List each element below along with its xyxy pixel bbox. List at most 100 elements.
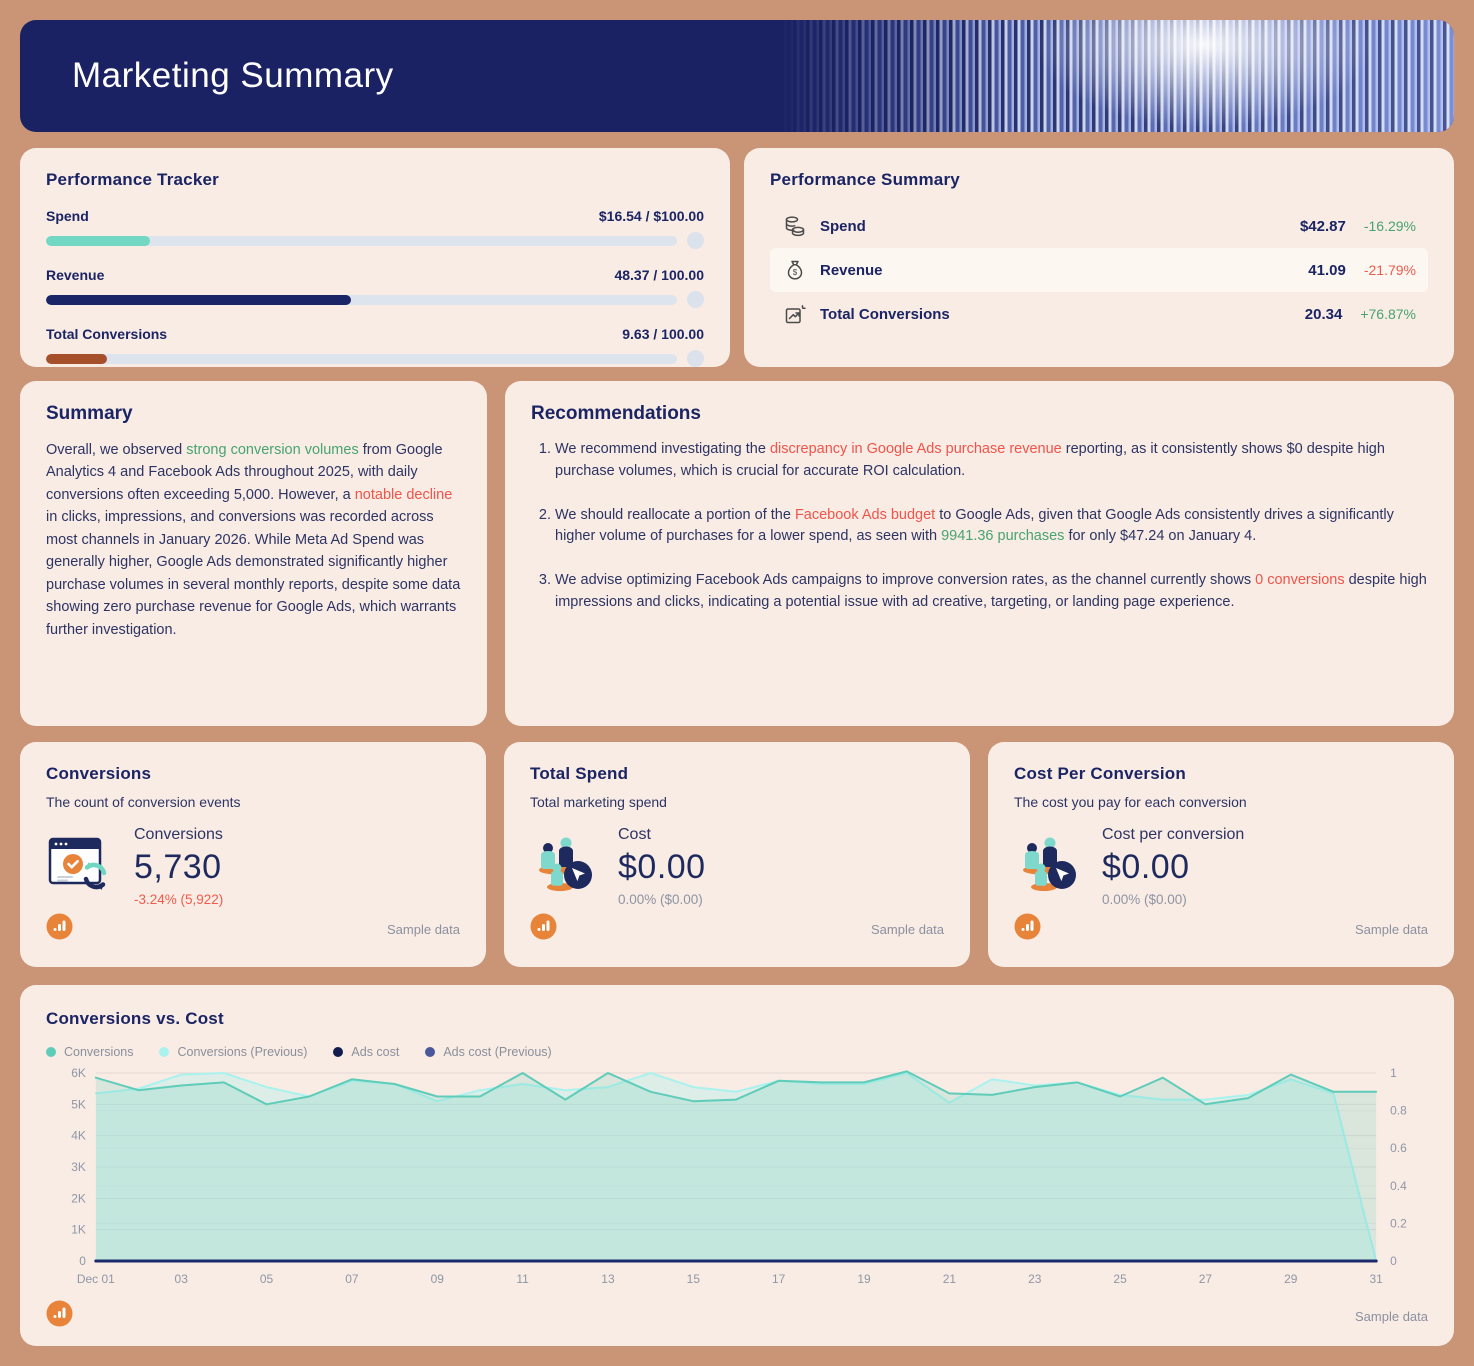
metric-value: $0.00	[1102, 848, 1190, 886]
summary-card: Summary Overall, we observed strong conv…	[20, 381, 487, 726]
sample-data-note: Sample data	[387, 921, 460, 937]
metric-subtitle: The cost you pay for each conversion	[1014, 794, 1247, 810]
svg-text:09: 09	[431, 1272, 445, 1286]
conversions-cost-chart: 0 0.2 0.4 0.6 0.8 1 0 1K 2K 3K 4K 5K 6K Dec 01 03 05 07 0…	[71, 1066, 1407, 1286]
recommendation-item: We recommend investigating the discrepan…	[555, 439, 1428, 483]
progress-knob	[687, 291, 704, 308]
conversions-cost-chart-card: Conversions vs. Cost Conversions Convers…	[20, 985, 1454, 1346]
progress-fill	[46, 294, 352, 305]
sample-data-note: Sample data	[1355, 921, 1428, 937]
page-title: Marketing Summary	[72, 56, 394, 95]
summary-row-spend: Spend $42.87 -16.29%	[770, 204, 1428, 248]
metric-title: Cost Per Conversion	[1014, 764, 1186, 783]
svg-text:29: 29	[1284, 1272, 1298, 1286]
page-header: Marketing Summary	[20, 20, 1454, 132]
chart-title: Conversions vs. Cost	[46, 1009, 224, 1028]
performance-summary-card: Performance Summary Spend $42.	[744, 148, 1454, 367]
svg-text:2K: 2K	[71, 1191, 86, 1205]
legend-dot	[46, 1047, 56, 1057]
svg-text:19: 19	[857, 1272, 871, 1286]
svg-text:0.4: 0.4	[1390, 1179, 1407, 1193]
summary-paragraph: Overall, we observed strong conversion v…	[46, 442, 461, 638]
summary-row-value: 20.34	[1304, 305, 1343, 323]
svg-text:1: 1	[1390, 1066, 1397, 1080]
legend-item-conversions-previous[interactable]: Conversions (Previous)	[159, 1045, 307, 1059]
tracker-row-revenue: Revenue 48.37 / 100.00	[46, 267, 704, 308]
summary-row-label: Revenue	[820, 261, 883, 279]
svg-text:$: $	[793, 268, 798, 277]
recommendations-title: Recommendations	[531, 403, 701, 424]
svg-text:05: 05	[260, 1272, 274, 1286]
summary-row-value: 41.09	[1308, 261, 1346, 279]
svg-text:03: 03	[175, 1272, 189, 1286]
svg-text:17: 17	[772, 1272, 786, 1286]
legend-dot	[159, 1047, 170, 1057]
summary-title: Summary	[46, 403, 133, 424]
tracker-label: Revenue	[46, 267, 105, 283]
total-spend-metric-card: Total Spend Total marketing spend	[504, 742, 970, 967]
svg-text:0.6: 0.6	[1390, 1141, 1407, 1155]
svg-text:0: 0	[79, 1254, 86, 1268]
summary-row-revenue: $ Revenue 41.09 -21.79%	[770, 248, 1428, 292]
progress-knob	[687, 232, 704, 249]
svg-text:5K: 5K	[71, 1097, 86, 1111]
progress-fill	[46, 235, 151, 246]
performance-tracker-title: Performance Tracker	[46, 170, 219, 189]
tracker-row-total-conversions: Total Conversions 9.63 / 100.00	[46, 326, 704, 367]
metric-label: Cost	[618, 826, 651, 843]
summary-row-delta: -16.29%	[1363, 218, 1416, 234]
conversions-metric-card: Conversions The count of conversion even…	[20, 742, 486, 967]
tracker-row-spend: Spend $16.54 / $100.00	[46, 208, 704, 249]
summary-row-label: Spend	[820, 217, 866, 235]
svg-text:Dec 01: Dec 01	[77, 1272, 115, 1286]
progress-track	[46, 353, 677, 364]
svg-text:25: 25	[1113, 1272, 1127, 1286]
metric-title: Conversions	[46, 764, 152, 783]
performance-tracker-card: Performance Tracker Spend $16.54 / $100.…	[20, 148, 730, 367]
coins-icon	[782, 213, 808, 239]
metric-subtitle: The count of conversion events	[46, 794, 241, 810]
analytics-badge-icon	[530, 913, 557, 945]
progress-knob	[687, 350, 704, 367]
tracker-value: $16.54 / $100.00	[598, 208, 704, 224]
metric-value: 5,730	[134, 848, 222, 886]
sample-data-note: Sample data	[871, 921, 944, 937]
summary-row-value: $42.87	[1299, 217, 1346, 235]
legend-dot	[333, 1047, 344, 1057]
legend-item-conversions[interactable]: Conversions	[46, 1045, 133, 1059]
recommendations-card: Recommendations We recommend investigati…	[505, 381, 1454, 726]
header-stripes-decoration	[780, 20, 1454, 132]
summary-row-label: Total Conversions	[820, 305, 950, 323]
metric-label: Conversions	[134, 826, 223, 843]
svg-text:15: 15	[687, 1272, 701, 1286]
svg-text:27: 27	[1199, 1272, 1213, 1286]
analytics-badge-icon	[1014, 913, 1041, 945]
metric-title: Total Spend	[530, 764, 629, 783]
metric-value: $0.00	[618, 848, 706, 886]
performance-summary-title: Performance Summary	[770, 170, 960, 189]
svg-text:0.8: 0.8	[1390, 1104, 1407, 1118]
progress-track	[46, 235, 677, 246]
analytics-badge-icon	[46, 913, 73, 945]
svg-text:4K: 4K	[71, 1129, 86, 1143]
recommendation-item: We should reallocate a portion of the Fa…	[555, 505, 1428, 549]
trend-up-icon	[782, 301, 808, 327]
metric-delta: 0.00% ($0.00)	[618, 892, 703, 907]
summary-row-delta: -21.79%	[1363, 262, 1416, 278]
svg-text:3K: 3K	[71, 1160, 86, 1174]
legend-item-ads-cost[interactable]: Ads cost	[333, 1045, 399, 1059]
legend-item-ads-cost-previous[interactable]: Ads cost (Previous)	[425, 1045, 552, 1059]
svg-text:1K: 1K	[71, 1223, 86, 1237]
tracker-label: Spend	[46, 208, 89, 224]
tracker-value: 9.63 / 100.00	[622, 326, 704, 342]
legend-dot	[425, 1047, 436, 1057]
sample-data-note: Sample data	[1355, 1308, 1428, 1324]
people-cursor-icon	[530, 831, 604, 902]
metric-cards-row: Conversions The count of conversion even…	[20, 742, 1454, 967]
svg-text:6K: 6K	[71, 1066, 86, 1080]
recommendation-item: We advise optimizing Facebook Ads campai…	[555, 570, 1428, 614]
metric-delta: 0.00% ($0.00)	[1102, 892, 1187, 907]
tracker-label: Total Conversions	[46, 326, 168, 342]
metric-label: Cost per conversion	[1102, 826, 1245, 843]
